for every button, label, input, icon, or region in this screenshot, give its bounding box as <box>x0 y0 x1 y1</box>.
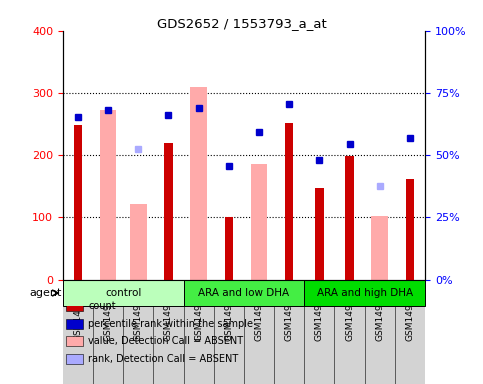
Bar <box>225 217 233 280</box>
Bar <box>63 280 184 306</box>
Text: control: control <box>105 288 142 298</box>
Bar <box>154 280 184 384</box>
Bar <box>63 280 93 384</box>
Bar <box>73 125 82 280</box>
Bar <box>365 280 395 384</box>
Bar <box>93 280 123 384</box>
Bar <box>100 110 116 280</box>
Text: agent: agent <box>30 288 62 298</box>
Bar <box>184 280 304 306</box>
Text: ARA and low DHA: ARA and low DHA <box>199 288 289 298</box>
Bar <box>67 354 83 364</box>
Bar <box>304 280 334 384</box>
Bar <box>67 301 83 311</box>
Bar <box>67 319 83 329</box>
Text: count: count <box>88 301 116 311</box>
Text: value, Detection Call = ABSENT: value, Detection Call = ABSENT <box>88 336 243 346</box>
Bar <box>213 280 244 384</box>
Bar <box>304 280 425 306</box>
Text: GDS2652 / 1553793_a_at: GDS2652 / 1553793_a_at <box>156 17 327 30</box>
Bar <box>285 123 293 280</box>
Bar <box>130 204 146 280</box>
Bar <box>244 280 274 384</box>
Bar <box>315 187 324 280</box>
Bar <box>395 280 425 384</box>
Bar <box>123 280 154 384</box>
Bar <box>251 164 267 280</box>
Text: rank, Detection Call = ABSENT: rank, Detection Call = ABSENT <box>88 354 239 364</box>
Bar <box>406 179 414 280</box>
Bar <box>184 280 213 384</box>
Bar <box>371 216 388 280</box>
Bar <box>190 87 207 280</box>
Bar <box>164 143 173 280</box>
Bar <box>67 336 83 346</box>
Bar <box>334 280 365 384</box>
Bar <box>345 156 354 280</box>
Bar <box>274 280 304 384</box>
Text: ARA and high DHA: ARA and high DHA <box>316 288 413 298</box>
Text: percentile rank within the sample: percentile rank within the sample <box>88 319 253 329</box>
